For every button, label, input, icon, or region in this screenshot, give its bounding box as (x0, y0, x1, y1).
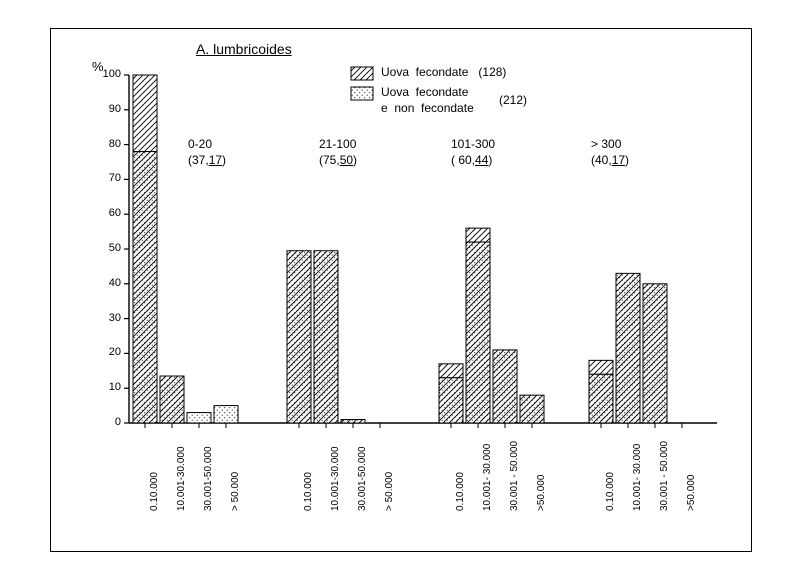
group-label: 21-100(75,50) (319, 136, 357, 168)
bar-overlay (133, 152, 157, 423)
bar-segment (439, 364, 463, 378)
bar-segment (589, 360, 613, 374)
y-tick-label: 70 (93, 172, 121, 184)
x-category-label: 10.001- 30.000 (632, 444, 643, 511)
x-category-label: 10.001-30.000 (330, 446, 341, 511)
group-label: 0-20(37,17) (188, 136, 226, 168)
x-category-label: 30.001 - 50.000 (659, 441, 670, 511)
bar-overlay (520, 395, 544, 423)
y-tick-label: 80 (93, 138, 121, 150)
y-tick-label: 20 (93, 346, 121, 358)
x-category-label: > 50.000 (230, 472, 241, 511)
bar-segment (214, 406, 238, 423)
legend-count: (212) (499, 93, 527, 109)
bar-overlay (439, 378, 463, 423)
group-label: > 300(40,17) (591, 136, 629, 168)
x-category-label: 30.001-50.000 (203, 446, 214, 511)
bar-overlay (160, 376, 184, 423)
legend-label: Uova fecondate (128) (381, 65, 506, 81)
y-tick-label: 0 (93, 416, 121, 428)
legend-swatch (351, 87, 373, 100)
y-tick-label: 90 (93, 103, 121, 115)
bar-overlay (616, 273, 640, 423)
x-category-label: 10.001-30.000 (176, 446, 187, 511)
x-category-label: > 50.000 (384, 472, 395, 511)
y-tick-label: 40 (93, 277, 121, 289)
x-category-label: 30.001 - 50.000 (509, 441, 520, 511)
x-category-label: >50.000 (686, 475, 697, 511)
bar-overlay (466, 242, 490, 423)
legend-label: Uova fecondate e non fecondate (381, 85, 474, 116)
y-tick-label: 60 (93, 207, 121, 219)
legend-swatch (351, 67, 373, 80)
bar-overlay (341, 420, 365, 423)
bar-overlay (493, 350, 517, 423)
y-tick-label: 30 (93, 312, 121, 324)
chart-frame: A. lumbricoides % 0102030405060708090100… (50, 28, 752, 552)
y-tick-label: 10 (93, 381, 121, 393)
group-label: 101-300( 60,44) (451, 136, 495, 168)
bar-overlay (643, 284, 667, 423)
bar-overlay (287, 251, 311, 423)
x-category-label: 0.10.000 (455, 472, 466, 511)
bar-segment (187, 413, 211, 423)
x-category-label: 0.10.000 (303, 472, 314, 511)
bar-segment (133, 75, 157, 152)
y-tick-label: 50 (93, 242, 121, 254)
x-category-label: 0.10.000 (149, 472, 160, 511)
bar-overlay (589, 374, 613, 423)
bar-segment (466, 228, 490, 242)
x-category-label: >50.000 (536, 475, 547, 511)
bar-overlay (314, 251, 338, 423)
x-category-label: 30.001-50.000 (357, 446, 368, 511)
x-category-label: 0.10.000 (605, 472, 616, 511)
x-category-label: 10.001- 30.000 (482, 444, 493, 511)
y-tick-label: 100 (93, 68, 121, 80)
